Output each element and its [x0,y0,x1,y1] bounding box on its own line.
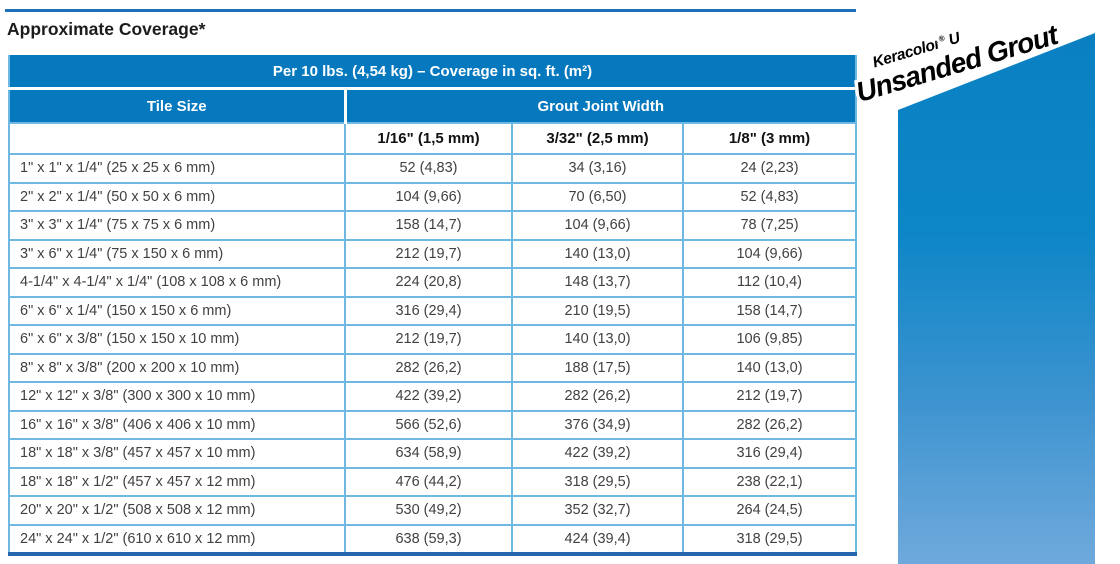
coverage-table-body: 1" x 1" x 1/4" (25 x 25 x 6 mm) 52 (4,83)… [8,153,858,555]
coverage-value-cell: 70 (6,50) [511,181,684,212]
coverage-value-cell: 24 (2,23) [681,153,858,184]
page-title: Approximate Coverage* [7,19,206,39]
tile-size-cell: 6" x 6" x 3/8" (150 x 150 x 10 mm) [8,324,346,355]
product-banner-background [898,33,1095,564]
coverage-value-cell: 104 (9,66) [344,181,513,212]
joint-width-col-2: 3/32" (2,5 mm) [511,122,684,155]
coverage-value-cell: 104 (9,66) [511,210,684,241]
coverage-value-cell: 566 (52,6) [344,409,513,440]
table-row: 20" x 20" x 1/2" (508 x 508 x 12 mm) 530 … [8,495,858,526]
coverage-value-cell: 78 (7,25) [681,210,858,241]
coverage-value-cell: 422 (39,2) [344,381,513,412]
coverage-value-cell: 158 (14,7) [681,295,858,326]
coverage-value-cell: 212 (19,7) [344,238,513,269]
coverage-value-cell: 264 (24,5) [681,495,858,526]
coverage-value-cell: 634 (58,9) [344,438,513,469]
coverage-value-cell: 352 (32,7) [511,495,684,526]
coverage-value-cell: 316 (29,4) [344,295,513,326]
tile-size-cell: 1" x 1" x 1/4" (25 x 25 x 6 mm) [8,153,346,184]
table-group-header-row: Tile Size Grout Joint Width [9,88,857,123]
coverage-value-cell: 148 (13,7) [511,267,684,298]
table-row: 18" x 18" x 1/2" (457 x 457 x 12 mm) 476 … [8,466,858,497]
coverage-table: Per 10 lbs. (4,54 kg) – Coverage in sq. … [8,55,858,556]
span-header-cell: Per 10 lbs. (4,54 kg) – Coverage in sq. … [9,55,857,90]
tile-size-cell: 20" x 20" x 1/2" (508 x 508 x 12 mm) [8,495,346,526]
coverage-value-cell: 106 (9,85) [681,324,858,355]
table-row: 1" x 1" x 1/4" (25 x 25 x 6 mm) 52 (4,83)… [8,153,858,184]
coverage-value-cell: 158 (14,7) [344,210,513,241]
coverage-value-cell: 212 (19,7) [681,381,858,412]
table-span-header-row: Per 10 lbs. (4,54 kg) – Coverage in sq. … [9,55,857,90]
tile-size-cell: 12" x 12" x 3/8" (300 x 300 x 10 mm) [8,381,346,412]
tile-size-cell: 8" x 8" x 3/8" (200 x 200 x 10 mm) [8,352,346,383]
table-row: 3" x 6" x 1/4" (75 x 150 x 6 mm) 212 (19,… [8,238,858,269]
coverage-value-cell: 282 (26,2) [344,352,513,383]
coverage-value-cell: 238 (22,1) [681,466,858,497]
tile-size-cell: 18" x 18" x 3/8" (457 x 457 x 10 mm) [8,438,346,469]
table-row: 16" x 16" x 3/8" (406 x 406 x 10 mm) 566 … [8,409,858,440]
coverage-value-cell: 282 (26,2) [511,381,684,412]
coverage-value-cell: 140 (13,0) [511,324,684,355]
coverage-value-cell: 476 (44,2) [344,466,513,497]
coverage-value-cell: 210 (19,5) [511,295,684,326]
coverage-value-cell: 212 (19,7) [344,324,513,355]
table-row: 8" x 8" x 3/8" (200 x 200 x 10 mm) 282 (2… [8,352,858,383]
tile-size-cell: 4-1/4" x 4-1/4" x 1/4" (108 x 108 x 6 mm… [8,267,346,298]
coverage-value-cell: 224 (20,8) [344,267,513,298]
coverage-value-cell: 52 (4,83) [344,153,513,184]
coverage-value-cell: 318 (29,5) [681,523,858,555]
tile-size-cell: 6" x 6" x 1/4" (150 x 150 x 6 mm) [8,295,346,326]
coverage-value-cell: 318 (29,5) [511,466,684,497]
coverage-value-cell: 104 (9,66) [681,238,858,269]
top-divider-rule [5,9,856,12]
joint-width-col-3: 1/8" (3 mm) [681,122,858,155]
coverage-value-cell: 638 (59,3) [344,523,513,555]
coverage-value-cell: 34 (3,16) [511,153,684,184]
coverage-value-cell: 376 (34,9) [511,409,684,440]
table-row: 24" x 24" x 1/2" (610 x 610 x 12 mm) 638 … [8,523,858,555]
table-row: 12" x 12" x 3/8" (300 x 300 x 10 mm) 422 … [8,381,858,412]
tile-size-cell: 3" x 6" x 1/4" (75 x 150 x 6 mm) [8,238,346,269]
coverage-value-cell: 316 (29,4) [681,438,858,469]
coverage-value-cell: 140 (13,0) [681,352,858,383]
table-sub-header-row: 1/16" (1,5 mm) 3/32" (2,5 mm) 1/8" (3 mm… [8,122,858,155]
tile-size-header-cell: Tile Size [9,88,345,123]
coverage-value-cell: 52 (4,83) [681,181,858,212]
coverage-value-cell: 424 (39,4) [511,523,684,555]
joint-width-col-1: 1/16" (1,5 mm) [344,122,513,155]
table-row: 4-1/4" x 4-1/4" x 1/4" (108 x 108 x 6 mm… [8,267,858,298]
tile-size-cell: 2" x 2" x 1/4" (50 x 50 x 6 mm) [8,181,346,212]
tile-size-cell: 3" x 3" x 1/4" (75 x 75 x 6 mm) [8,210,346,241]
table-row: 6" x 6" x 1/4" (150 x 150 x 6 mm) 316 (29… [8,295,858,326]
tile-size-cell: 16" x 16" x 3/8" (406 x 406 x 10 mm) [8,409,346,440]
table-row: 2" x 2" x 1/4" (50 x 50 x 6 mm) 104 (9,66… [8,181,858,212]
table-row: 18" x 18" x 3/8" (457 x 457 x 10 mm) 634 … [8,438,858,469]
table-row: 3" x 3" x 1/4" (75 x 75 x 6 mm) 158 (14,7… [8,210,858,241]
coverage-value-cell: 112 (10,4) [681,267,858,298]
coverage-value-cell: 282 (26,2) [681,409,858,440]
tile-size-cell: 18" x 18" x 1/2" (457 x 457 x 12 mm) [8,466,346,497]
table-row: 6" x 6" x 3/8" (150 x 150 x 10 mm) 212 (1… [8,324,858,355]
coverage-value-cell: 140 (13,0) [511,238,684,269]
coverage-value-cell: 422 (39,2) [511,438,684,469]
coverage-value-cell: 188 (17,5) [511,352,684,383]
empty-subheader-cell [8,122,346,155]
coverage-value-cell: 530 (49,2) [344,495,513,526]
grout-joint-width-header-cell: Grout Joint Width [343,88,857,123]
tile-size-cell: 24" x 24" x 1/2" (610 x 610 x 12 mm) [8,523,346,555]
